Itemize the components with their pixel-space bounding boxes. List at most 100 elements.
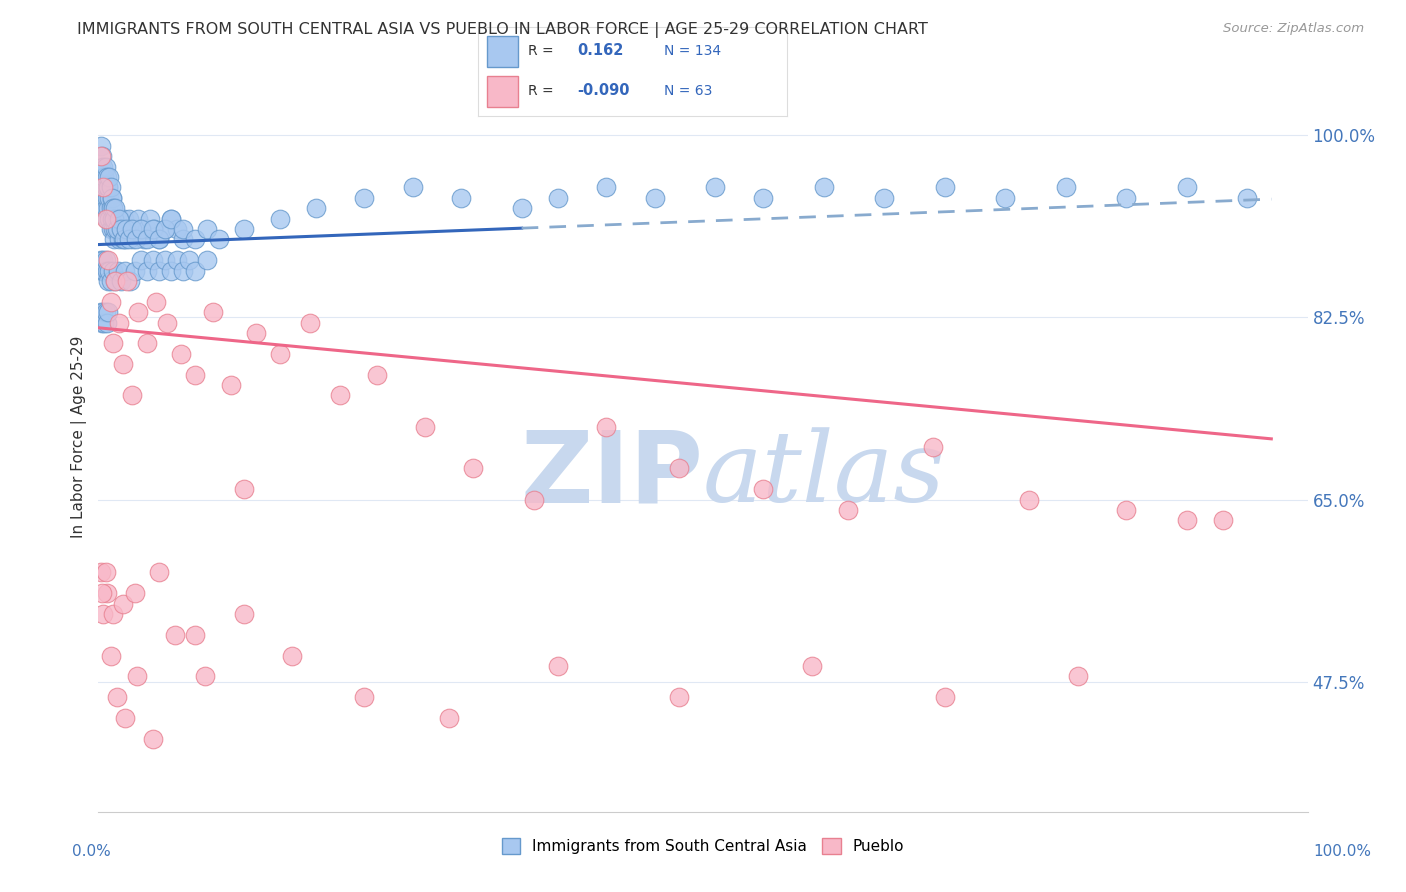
Point [160,211,183,226]
Point [93,263,115,277]
Point [129,253,152,268]
Point [93,316,115,330]
Text: R =: R = [527,44,553,58]
Point [232,222,254,236]
Point [110,222,132,236]
Point [94,160,117,174]
Point [153,222,176,236]
Point [208,232,231,246]
Point [91,160,114,174]
Point [127,305,149,319]
Point [114,711,136,725]
Point [179,253,201,268]
Point [112,211,135,226]
Point [125,232,148,246]
Point [194,669,217,683]
Point [90,305,112,319]
Point [153,253,176,268]
Point [105,222,128,236]
Point [184,368,207,382]
Point [90,180,112,194]
Text: N = 63: N = 63 [664,84,711,98]
Point [93,191,115,205]
Text: IMMIGRANTS FROM SOUTH CENTRAL ASIA VS PUEBLO IN LABOR FORCE | AGE 25-29 CORRELAT: IMMIGRANTS FROM SOUTH CENTRAL ASIA VS PU… [77,22,928,38]
Point [91,263,114,277]
Point [135,222,157,236]
Point [129,222,152,236]
Point [96,169,118,184]
Point [105,211,128,226]
Point [143,222,166,236]
Point [101,222,124,236]
Point [523,492,546,507]
Point [1236,191,1258,205]
Point [510,201,533,215]
Point [117,222,139,236]
Point [184,628,207,642]
Point [91,180,114,194]
Point [114,222,136,236]
Point [96,316,118,330]
Point [100,274,122,288]
Point [103,211,125,226]
Point [172,222,194,236]
Point [232,607,254,621]
Point [91,586,114,600]
Point [752,191,775,205]
Text: atlas: atlas [703,427,946,522]
Point [98,211,121,226]
Point [269,211,291,226]
Point [148,566,170,580]
Point [91,201,114,215]
Point [97,201,120,215]
Point [269,347,291,361]
Point [1115,191,1137,205]
Point [125,222,148,236]
Point [100,211,122,226]
Point [117,274,139,288]
Point [366,368,388,382]
Point [103,211,125,226]
Point [353,690,375,705]
Point [166,253,188,268]
Point [752,482,775,496]
Point [172,232,194,246]
Text: 0.0%: 0.0% [72,845,111,859]
Point [101,263,124,277]
Point [644,191,666,205]
Point [934,180,956,194]
Point [437,711,460,725]
Point [100,222,122,236]
Point [90,253,112,268]
Point [450,191,472,205]
Point [96,211,118,226]
Point [108,316,131,330]
Point [94,201,117,215]
Point [305,201,328,215]
Point [142,253,165,268]
Point [104,274,127,288]
Point [184,263,207,277]
Point [195,222,218,236]
Point [91,253,114,268]
Point [110,222,132,236]
Point [547,191,569,205]
Point [98,169,121,184]
Point [142,222,165,236]
Point [139,211,162,226]
Point [1175,513,1198,527]
Point [169,347,191,361]
Point [281,648,304,663]
Point [145,294,167,309]
Point [97,180,120,194]
Point [111,232,134,246]
Point [104,201,127,215]
Point [91,305,114,319]
Point [97,180,120,194]
Point [96,263,118,277]
Point [118,211,141,226]
Point [135,232,157,246]
Point [837,503,859,517]
Point [112,232,135,246]
Point [668,690,690,705]
